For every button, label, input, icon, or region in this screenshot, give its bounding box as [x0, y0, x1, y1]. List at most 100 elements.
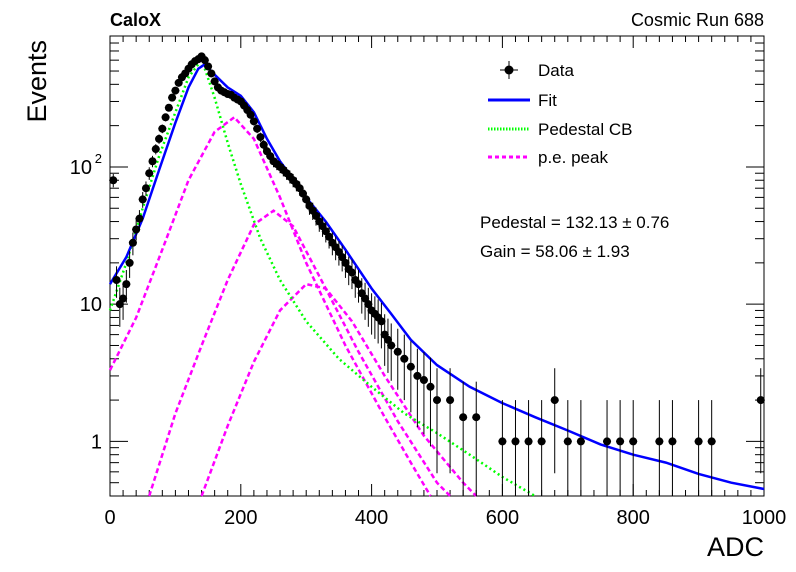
data-point: [459, 381, 468, 496]
legend-fit-label: Fit: [538, 91, 557, 110]
pe-peak-curve-1: [108, 115, 432, 497]
data-point: [246, 110, 255, 119]
pe-peak-curve-2: [148, 209, 451, 497]
data-point-marker: [563, 437, 572, 446]
x-tick-label: 0: [104, 507, 115, 529]
data-point-marker: [109, 176, 118, 185]
data-point-marker: [629, 437, 638, 446]
data-point-marker: [302, 195, 311, 204]
data-point-marker: [616, 437, 625, 446]
data-point: [756, 368, 765, 474]
data-point-marker: [387, 341, 396, 350]
data-point: [364, 287, 373, 327]
data-point-marker: [128, 238, 137, 247]
data-point: [253, 124, 262, 134]
x-tick-label: 200: [224, 507, 257, 529]
data-point-marker: [210, 77, 219, 86]
data-point-marker: [341, 258, 350, 267]
data-point: [603, 400, 612, 496]
data-point: [132, 220, 141, 241]
data-point: [406, 341, 415, 413]
x-axis-title: ADC: [707, 532, 764, 562]
data-point: [498, 400, 507, 496]
data-point-marker: [459, 413, 468, 422]
data-point-marker: [472, 413, 481, 422]
data-point: [655, 400, 664, 496]
data-point-marker: [707, 437, 716, 446]
data-point-marker: [668, 437, 677, 446]
y-tick-label: 10: [70, 157, 92, 179]
data-point-marker: [122, 280, 131, 289]
data-point: [249, 117, 258, 126]
x-tick-label: 400: [355, 507, 388, 529]
legend-data-label: Data: [538, 61, 574, 80]
data-point-marker: [413, 371, 422, 380]
data-point-marker: [249, 117, 258, 126]
data-point: [400, 334, 409, 401]
data-point: [200, 56, 209, 65]
y-tick-label: 10: [80, 294, 102, 316]
data-point-marker: [253, 124, 262, 133]
data-point-marker: [325, 232, 334, 241]
data-point: [155, 134, 164, 144]
x-tick-label: 800: [617, 507, 650, 529]
x-tick-label: 1000: [742, 507, 787, 529]
y-axis-title: Events: [22, 40, 52, 123]
data-point: [413, 348, 422, 428]
data-point-marker: [119, 294, 128, 303]
data-point-marker: [168, 93, 177, 102]
data-point-marker: [207, 69, 216, 78]
data-point-marker: [550, 396, 559, 405]
data-point-marker: [576, 437, 585, 446]
data-point-marker: [354, 280, 363, 289]
data-point: [164, 103, 173, 112]
data-point-marker: [151, 145, 160, 154]
x-tick-label: 600: [486, 507, 519, 529]
data-point-marker: [400, 354, 409, 363]
data-point: [210, 77, 219, 86]
data-point: [393, 328, 402, 390]
data-point-marker: [148, 157, 157, 166]
data-point: [204, 62, 213, 71]
data-point: [112, 266, 121, 298]
data-point-marker: [364, 300, 373, 309]
data-point: [122, 270, 131, 303]
data-point-marker: [141, 184, 150, 193]
data-point-marker: [498, 437, 507, 446]
data-point: [576, 400, 585, 496]
legend-data-marker: [504, 65, 514, 75]
data-point-marker: [125, 258, 134, 267]
data-point-marker: [259, 140, 268, 149]
data-point: [109, 173, 118, 188]
y-tick-label-exponent: 2: [95, 151, 102, 166]
gain-result: Gain = 58.06 ± 1.93: [480, 242, 630, 261]
data-point: [419, 352, 428, 435]
legend-pe-label: p.e. peak: [538, 148, 608, 167]
data-point-marker: [393, 347, 402, 356]
data-point: [472, 381, 481, 496]
y-tick-label: 1: [91, 431, 102, 453]
data-point: [168, 93, 177, 102]
data-point: [161, 113, 170, 122]
data-point: [563, 400, 572, 496]
data-point: [347, 259, 356, 290]
data-point-marker: [200, 56, 209, 65]
data-point-marker: [655, 437, 664, 446]
pedestal-cb-curve: [108, 62, 536, 498]
data-point: [259, 140, 268, 150]
data-point-marker: [256, 133, 265, 142]
data-point-marker: [377, 317, 386, 326]
data-point: [668, 400, 677, 496]
data-point-marker: [112, 276, 121, 285]
header-right-label: Cosmic Run 688: [631, 10, 764, 30]
data-point: [694, 400, 703, 496]
data-point: [151, 144, 160, 155]
data-point-marker: [171, 86, 180, 95]
data-point: [354, 270, 363, 303]
header-left-label: CaloX: [110, 10, 161, 30]
data-point-marker: [145, 169, 154, 178]
data-point: [158, 124, 167, 134]
